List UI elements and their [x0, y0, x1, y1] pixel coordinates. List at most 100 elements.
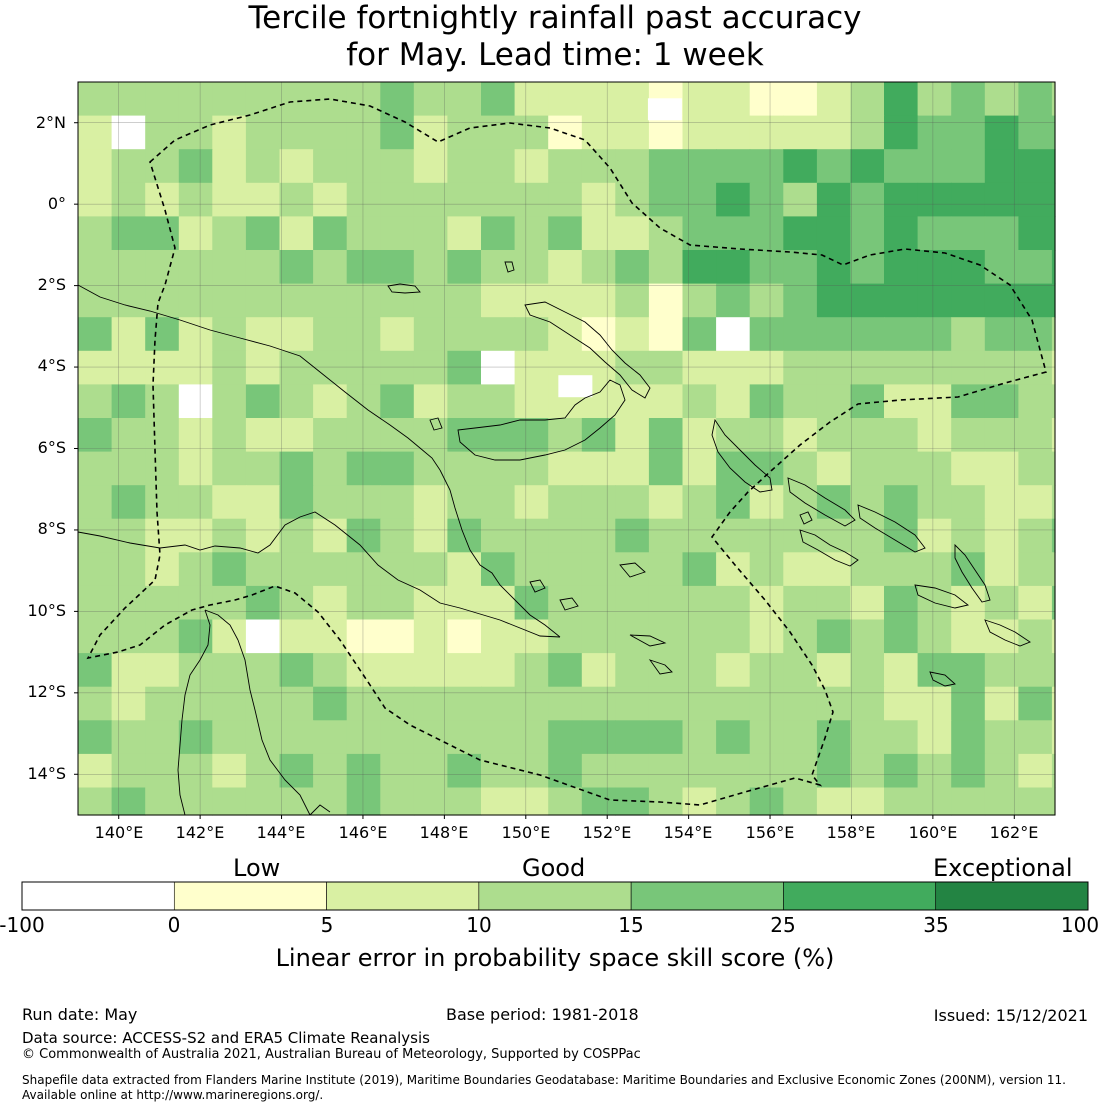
- grid-cell: [447, 485, 482, 520]
- grid-cell: [884, 250, 919, 285]
- grid-cell: [447, 585, 482, 621]
- grid-cell: [816, 787, 852, 816]
- grid-cell: [313, 753, 348, 789]
- grid-cell: [648, 619, 684, 654]
- grid-cell: [1018, 753, 1053, 789]
- grid-cell: [648, 585, 684, 621]
- grid-cell: [951, 250, 986, 285]
- colorbar-tick: -100: [0, 913, 45, 937]
- grid-cell: [447, 686, 482, 721]
- grid-cell: [548, 518, 583, 553]
- grid-cell: [1018, 787, 1053, 816]
- grid-cell: [716, 485, 751, 520]
- grid-cell: [984, 250, 1019, 285]
- grid-cell: [481, 653, 516, 688]
- grid-cell: [951, 518, 986, 553]
- grid-cell: [1051, 787, 1056, 816]
- grid-cell: [951, 485, 986, 520]
- grid-cell: [716, 720, 751, 755]
- grid-cell: [783, 350, 818, 385]
- grid-cell: [245, 418, 281, 453]
- grid-cell: [716, 686, 751, 721]
- grid-cell: [716, 585, 751, 621]
- grid-cell: [279, 585, 314, 621]
- grid-cell: [346, 250, 381, 285]
- grid-cell: [648, 451, 684, 486]
- grid-cell: [850, 585, 885, 621]
- grid-cell: [279, 82, 314, 117]
- grid-cell: [145, 182, 180, 217]
- grid-cell: [245, 518, 281, 553]
- grid-cell: [884, 115, 919, 150]
- grid-cell: [313, 485, 348, 520]
- grid-cell: [984, 149, 1019, 184]
- grid-cell: [850, 283, 885, 318]
- grid-cell: [581, 418, 616, 453]
- map-title-line-1: Tercile fortnightly rainfall past accura…: [248, 0, 862, 36]
- grid-cell: [212, 787, 247, 816]
- grid-cell: [984, 485, 1019, 520]
- grid-cell: [1051, 485, 1056, 520]
- grid-cell: [1018, 283, 1053, 318]
- grid-cell: [145, 350, 180, 385]
- grid-cell: [816, 182, 852, 217]
- grid-cell: [78, 418, 113, 453]
- grid-cell: [783, 518, 818, 553]
- grid-cell: [615, 653, 650, 688]
- grid-cell: [984, 350, 1019, 385]
- grid-cell: [850, 384, 885, 419]
- grid-cell: [78, 518, 113, 553]
- grid-cell: [884, 787, 919, 816]
- grid-cell: [145, 552, 180, 587]
- grid-cell: [481, 451, 516, 486]
- grid-cell: [917, 384, 952, 419]
- grid-cell: [514, 418, 549, 453]
- grid-cell: [816, 418, 852, 453]
- grid-cell: [917, 283, 952, 318]
- grid-cell: [279, 384, 314, 419]
- grid-cell: [1018, 115, 1053, 150]
- grid-cell: [111, 82, 146, 117]
- grid-cell: [413, 518, 448, 553]
- colorbar-bin: [783, 881, 937, 911]
- grid-cell: [212, 753, 247, 789]
- grid-cell: [716, 653, 751, 688]
- grid-cell: [682, 451, 717, 486]
- grid-cell: [548, 585, 583, 621]
- grid-cell: [245, 485, 281, 520]
- grid-cell: [548, 552, 583, 587]
- data-source: Data source: ACCESS-S2 and ERA5 Climate …: [22, 1029, 430, 1047]
- grid-cell: [380, 619, 415, 654]
- grid-cell: [481, 182, 516, 217]
- grid-cell: [682, 753, 717, 789]
- grid-cell: [749, 653, 784, 688]
- grid-cell: [850, 619, 885, 654]
- grid-cell: [951, 451, 986, 486]
- grid-cell: [850, 250, 885, 285]
- run-date: Run date: May: [22, 1005, 138, 1024]
- grid-cell: [178, 485, 213, 520]
- grid-cell: [481, 149, 516, 184]
- grid-cell: [78, 250, 113, 285]
- grid-cell: [984, 653, 1019, 688]
- grid-cell: [380, 283, 415, 318]
- grid-cell: [413, 720, 448, 755]
- grid-cell: [951, 115, 986, 150]
- grid-cell: [380, 451, 415, 486]
- grid-cell: [548, 686, 583, 721]
- grid-cell: [78, 619, 113, 654]
- grid-cell: [346, 585, 381, 621]
- grid-cell: [648, 384, 684, 419]
- grid-cell: [212, 283, 247, 318]
- grid-cell: [648, 317, 684, 352]
- grid-cell: [380, 552, 415, 587]
- grid-cell: [313, 283, 348, 318]
- grid-cell: [716, 82, 751, 117]
- grid-cell: [648, 787, 684, 816]
- grid-cell: [380, 317, 415, 352]
- grid-cell: [581, 250, 616, 285]
- grid-cell: [581, 451, 616, 486]
- grid-cell: [481, 720, 516, 755]
- grid-cell: [313, 216, 348, 251]
- grid-cell: [245, 552, 281, 587]
